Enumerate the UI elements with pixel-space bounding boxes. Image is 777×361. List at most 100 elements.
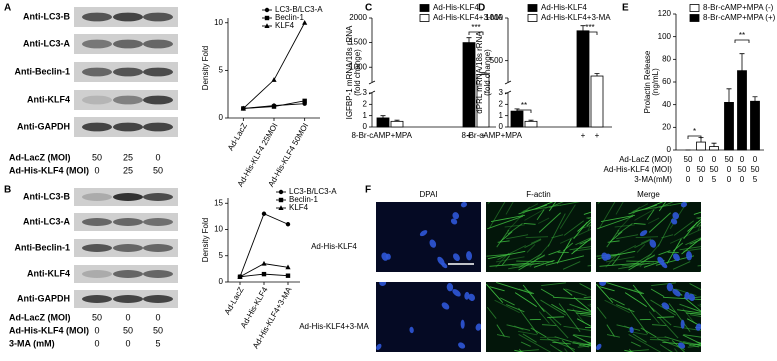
blot-band	[113, 244, 143, 252]
significance-bracket	[582, 31, 598, 35]
actin-fiber	[671, 340, 686, 352]
y-tick-label: 1000	[349, 62, 367, 71]
y-axis-label: (fold change)	[353, 49, 362, 96]
actin-fiber	[524, 205, 551, 221]
y-tick-label: 0	[363, 122, 368, 131]
bar	[390, 120, 404, 128]
legend-swatch	[689, 14, 700, 22]
nucleus	[672, 212, 680, 220]
actin-fiber	[504, 224, 525, 228]
actin-fiber	[606, 229, 620, 248]
actin-fiber	[580, 224, 591, 230]
blot-band	[82, 122, 112, 132]
condition-value: 5	[753, 175, 758, 184]
actin-fiber	[524, 239, 542, 248]
nucleus	[450, 218, 458, 225]
antibody-label: Anti-LC3-A	[23, 216, 70, 226]
blot-band	[82, 95, 112, 105]
actin-fiber	[673, 325, 701, 331]
actin-fiber	[607, 240, 620, 243]
actin-fiber	[547, 213, 566, 247]
y-tick-label: 1500	[349, 38, 367, 47]
condition-value: 50	[738, 165, 747, 174]
blot-band	[82, 39, 112, 49]
actin-fiber	[576, 318, 591, 327]
actin-fiber	[496, 229, 510, 248]
significance-label: **	[739, 31, 745, 40]
blot-band	[82, 244, 112, 252]
actin-fiber	[689, 283, 701, 291]
significance-label: ***	[471, 23, 480, 32]
condition-value: 50	[123, 325, 133, 335]
nucleus	[680, 319, 685, 329]
actin-fiber	[616, 304, 635, 313]
condition-value: 50	[751, 165, 760, 174]
marker	[240, 105, 246, 111]
actin-fiber	[693, 296, 701, 299]
actin-fiber	[662, 341, 681, 345]
nucleus	[464, 291, 470, 300]
actin-fiber	[507, 223, 523, 235]
actin-fiber	[628, 253, 652, 269]
micrograph-background	[596, 282, 701, 352]
actin-fiber	[559, 202, 581, 206]
actin-fiber	[679, 303, 701, 313]
panel-label: F	[365, 185, 371, 196]
nucleus	[680, 202, 687, 208]
actin-fiber	[587, 223, 591, 231]
actin-fiber	[617, 223, 633, 235]
actin-fiber	[664, 336, 699, 348]
actin-fiber	[579, 283, 591, 291]
actin-fiber	[635, 236, 659, 238]
actin-fiber	[525, 236, 549, 238]
actin-fiber	[630, 341, 641, 347]
panel-label: C	[365, 3, 372, 14]
y-axis-label: Density Fold	[201, 46, 210, 90]
nucleus	[376, 343, 382, 351]
micrograph	[596, 202, 701, 272]
antibody-label: Anti-LC3-A	[23, 38, 70, 48]
condition-label: 3-MA (mM)	[9, 338, 55, 348]
legend-swatch	[689, 4, 700, 12]
error-bar	[752, 96, 758, 102]
bar	[737, 70, 747, 151]
nucleus	[649, 239, 657, 248]
marker	[261, 271, 267, 277]
blot-band	[113, 193, 143, 201]
actin-fiber	[618, 262, 650, 270]
micrograph	[486, 282, 591, 352]
nucleus	[599, 282, 607, 286]
condition-value: 0	[740, 175, 745, 184]
actin-fiber	[563, 325, 591, 331]
legend-label: Ad-His-KLF4	[541, 3, 587, 12]
legend-label: Beclin-1	[289, 195, 318, 204]
nucleus	[458, 342, 466, 349]
actin-fiber	[577, 219, 591, 232]
error-bar	[739, 53, 745, 71]
actin-fiber	[700, 271, 701, 272]
actin-fiber	[634, 205, 661, 221]
antibody-label: Anti-KLF4	[27, 94, 70, 104]
actin-fiber	[486, 283, 504, 303]
y-tick-label: 5	[219, 65, 224, 74]
actin-fiber	[541, 307, 562, 326]
condition-label: 3-MA(mM)	[634, 175, 672, 184]
marker	[264, 7, 270, 13]
condition-label: Ad-LacZ (MOI)	[9, 312, 71, 322]
nucleus	[466, 251, 473, 261]
actin-fiber	[514, 292, 537, 307]
error-bar	[594, 73, 600, 77]
actin-fiber	[554, 336, 589, 348]
actin-fiber	[634, 239, 652, 248]
actin-fiber	[696, 217, 701, 219]
condition-value: 0	[699, 175, 704, 184]
bar	[462, 42, 476, 128]
antibody-label: Anti-GAPDH	[17, 293, 70, 303]
actin-fiber	[522, 284, 545, 313]
error-bar	[480, 72, 486, 75]
actin-fiber	[576, 306, 591, 312]
actin-fiber	[496, 324, 505, 337]
legend-label: KLF4	[275, 21, 295, 30]
actin-fiber	[545, 255, 585, 266]
marker	[261, 260, 267, 266]
